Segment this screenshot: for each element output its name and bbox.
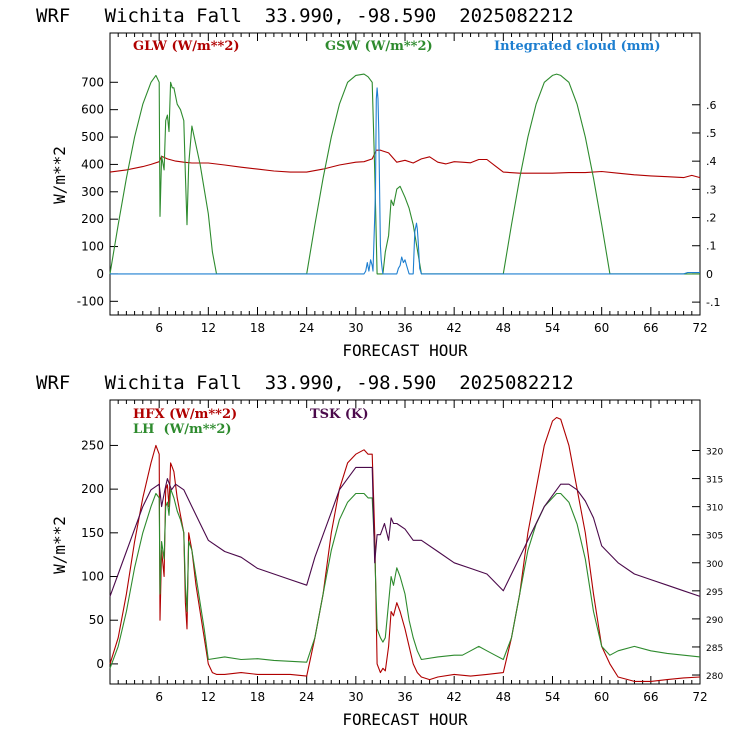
y2-tick-label: 0 — [706, 268, 713, 281]
y-tick-label: 400 — [81, 157, 104, 171]
x-tick-label: 18 — [250, 321, 265, 335]
plot-frame — [109, 32, 701, 316]
y2-tick-label: 285 — [706, 644, 723, 654]
plot-frame — [109, 399, 701, 685]
y-tick-label: 0 — [96, 657, 104, 671]
series-line-3 — [109, 466, 701, 597]
x-tick-label: 36 — [397, 690, 412, 704]
x-axis-label: FORECAST HOUR — [342, 710, 468, 729]
legend-cloud: Integrated cloud (mm) — [494, 39, 660, 54]
x-tick-label: 48 — [496, 690, 511, 704]
x-tick-label: 6 — [155, 321, 163, 335]
x-tick-label: 60 — [594, 321, 609, 335]
panel-title: WRF Wichita Fall 33.990, -98.590 2025082… — [36, 5, 574, 27]
x-tick-label: 42 — [447, 321, 462, 335]
y-tick-label: 700 — [81, 75, 104, 89]
legend-glw: GLW (W/m**2) — [133, 39, 240, 54]
x-tick-label: 6 — [155, 690, 163, 704]
y2-tick-label: 280 — [706, 672, 723, 682]
x-tick-label: 30 — [348, 321, 363, 335]
y2-tick-label: .4 — [706, 155, 717, 168]
x-tick-label: 72 — [692, 690, 707, 704]
x-tick-label: 48 — [496, 321, 511, 335]
x-tick-label: 66 — [643, 321, 658, 335]
y2-tick-label: .6 — [706, 99, 717, 112]
y2-tick-label: 300 — [706, 560, 723, 570]
axis-ticks: 6 12 18 24 30 36 42 48 54 60 66 72 0 50 100 150 200 250 28… — [81, 400, 723, 704]
y-tick-label: -100 — [77, 294, 104, 308]
x-tick-label: 12 — [201, 321, 216, 335]
y2-tick-label: 290 — [706, 616, 723, 626]
y-tick-label: 600 — [81, 103, 104, 117]
y-tick-label: 300 — [81, 185, 104, 199]
x-tick-label: 30 — [348, 690, 363, 704]
y-tick-label: 200 — [81, 212, 104, 226]
y-tick-label: 50 — [89, 613, 104, 627]
x-tick-label: 18 — [250, 690, 265, 704]
x-tick-label: 54 — [545, 690, 560, 704]
y-axis-label: W/m**2 — [50, 516, 69, 574]
x-tick-label: 36 — [397, 321, 412, 335]
legend-tsk: TSK (K) — [310, 407, 369, 422]
y-tick-label: 250 — [81, 438, 104, 452]
y-tick-label: 100 — [81, 240, 104, 254]
y-tick-label: 100 — [81, 570, 104, 584]
y2-tick-label: 295 — [706, 588, 723, 598]
series-lines — [109, 416, 701, 682]
x-axis-label: FORECAST HOUR — [342, 341, 468, 360]
y2-tick-label: 315 — [706, 476, 723, 486]
y-tick-label: 200 — [81, 482, 104, 496]
x-tick-label: 24 — [299, 690, 314, 704]
radiation-panel: WRF Wichita Fall 33.990, -98.590 2025082… — [36, 5, 720, 360]
legend-gsw: GSW (W/m**2) — [325, 39, 433, 54]
x-tick-label: 24 — [299, 321, 314, 335]
series-line-2 — [109, 73, 700, 275]
y2-tick-label: -.1 — [706, 296, 720, 309]
y-tick-label: 150 — [81, 526, 104, 540]
y2-tick-label: .1 — [706, 240, 717, 253]
series-lines — [109, 73, 701, 275]
x-tick-label: 66 — [643, 690, 658, 704]
y2-tick-label: .2 — [706, 212, 717, 225]
y2-tick-label: 305 — [706, 532, 723, 542]
axis-ticks: 6 12 18 24 30 36 42 48 54 60 66 72 -100 0 100 200 300 400… — [77, 33, 720, 335]
flux-panel: WRF Wichita Fall 33.990, -98.590 2025082… — [36, 372, 723, 729]
x-tick-label: 42 — [447, 690, 462, 704]
x-tick-label: 72 — [692, 321, 707, 335]
y2-tick-label: .3 — [706, 183, 717, 196]
x-tick-label: 60 — [594, 690, 609, 704]
y-axis-label: W/m**2 — [50, 146, 69, 204]
legend-lh: LH (W/m**2) — [133, 422, 232, 437]
x-tick-label: 12 — [201, 690, 216, 704]
series-line-1 — [109, 416, 701, 682]
y2-tick-label: 320 — [706, 448, 723, 458]
panel-title: WRF Wichita Fall 33.990, -98.590 2025082… — [36, 372, 574, 394]
y-tick-label: 500 — [81, 130, 104, 144]
y2-tick-label: 310 — [706, 504, 723, 514]
series-line-3 — [110, 87, 700, 275]
x-tick-label: 54 — [545, 321, 560, 335]
series-line-2 — [109, 488, 701, 669]
y2-tick-label: .5 — [706, 127, 717, 140]
legend-hfx: HFX (W/m**2) — [133, 407, 237, 422]
series-line-1 — [109, 149, 701, 179]
y-tick-label: 0 — [96, 267, 104, 281]
